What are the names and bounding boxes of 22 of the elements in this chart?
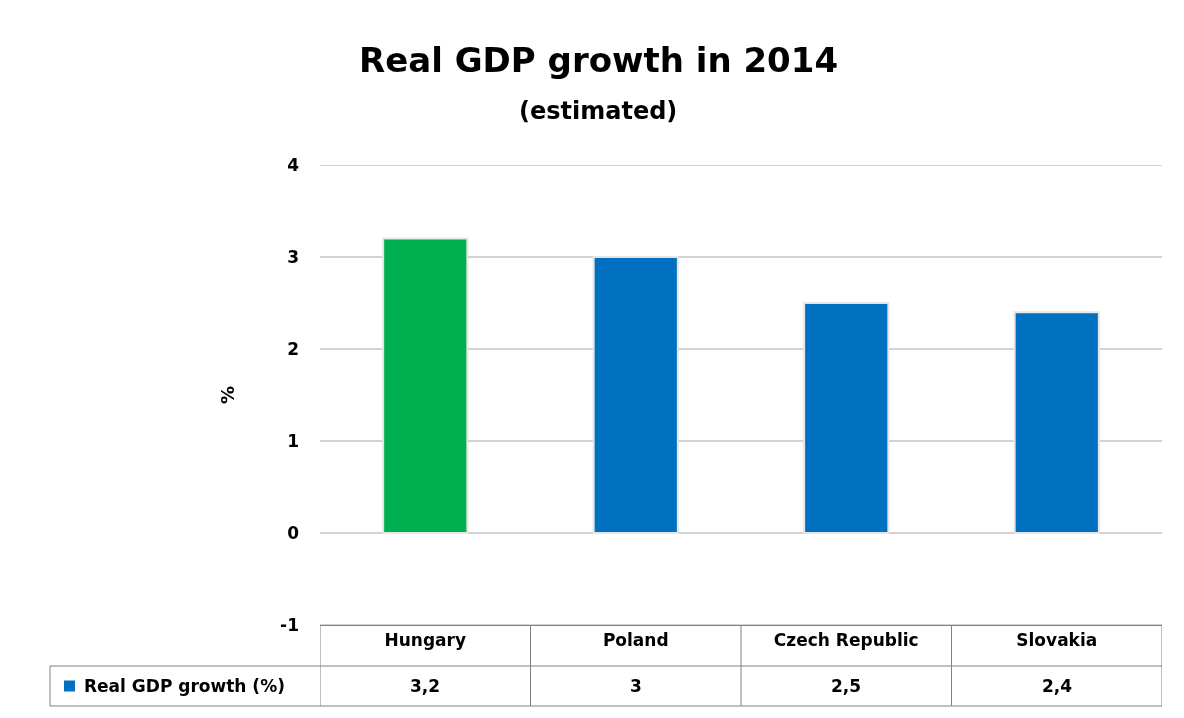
bar: [592, 256, 679, 534]
chart-title: Real GDP growth in 2014: [359, 40, 839, 80]
legend-label: Real GDP growth (%): [84, 676, 285, 696]
x-tick-label: Czech Republic: [773, 630, 919, 651]
y-tick-label: -1: [280, 614, 299, 635]
x-tick-label: Slovakia: [1016, 630, 1098, 651]
y-axis-title: %: [217, 385, 239, 405]
y-tick-label: 2: [287, 338, 299, 359]
data-label: 3,2: [410, 676, 441, 696]
bar: [1013, 311, 1100, 534]
y-tick-label: 1: [287, 430, 299, 451]
data-label: 2,4: [1042, 676, 1073, 696]
x-tick-label: Hungary: [384, 630, 467, 651]
chart-subtitle: (estimated): [519, 97, 678, 125]
bar: [803, 302, 890, 534]
x-tick-label: Poland: [602, 630, 669, 651]
data-label: 3: [630, 676, 642, 696]
y-tick-label: 3: [287, 246, 299, 267]
data-label: 2,5: [831, 676, 862, 696]
y-tick-label: 4: [287, 154, 300, 175]
bar: [382, 237, 469, 534]
y-tick-label: 0: [287, 522, 300, 543]
